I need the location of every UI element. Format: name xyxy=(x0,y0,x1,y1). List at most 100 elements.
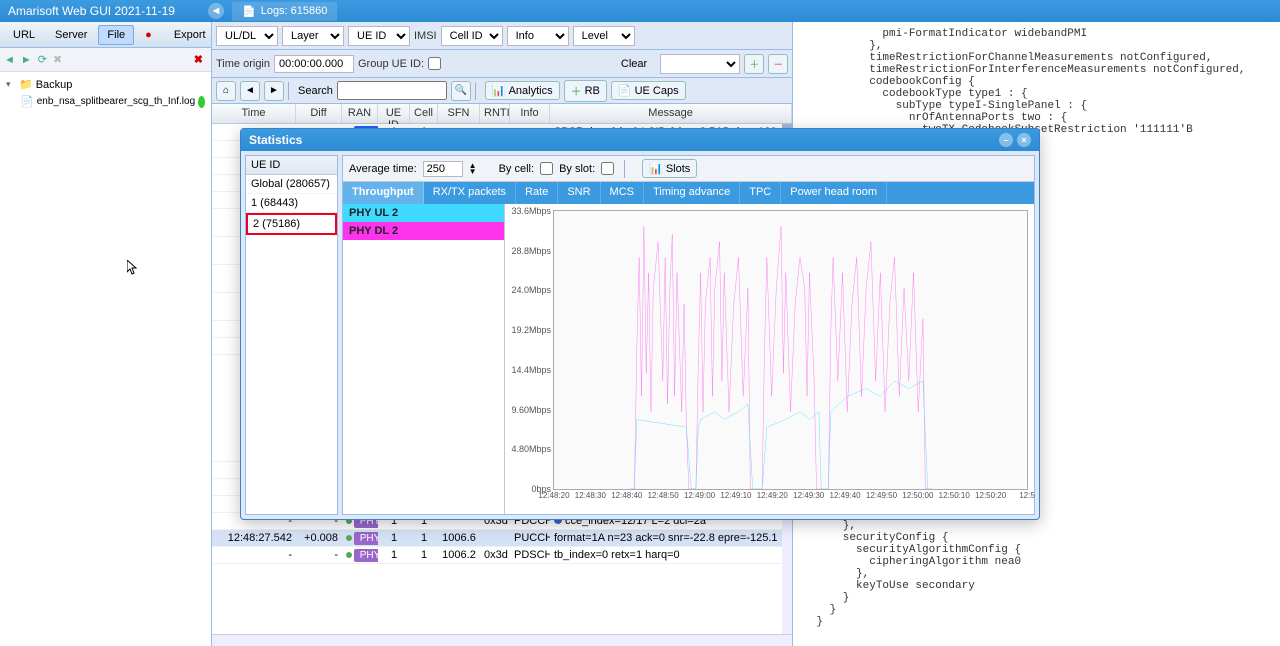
nav-fwd-icon[interactable]: ► xyxy=(21,54,32,66)
info-select[interactable]: Info xyxy=(507,26,569,46)
statistics-right: Average time: ▲▼ By cell: By slot: 📊Slot… xyxy=(342,155,1035,515)
cursor-icon xyxy=(127,260,139,276)
col-cell[interactable]: Cell xyxy=(410,104,438,123)
col-ueid[interactable]: UE ID xyxy=(378,104,410,123)
col-msg[interactable]: Message xyxy=(550,104,792,123)
stats-tab[interactable]: Throughput xyxy=(343,182,424,204)
app-header: Amarisoft Web GUI 2021-11-19 ◄ 📄 Logs: 6… xyxy=(0,0,1280,22)
stats-tab[interactable]: Rate xyxy=(516,182,558,204)
next-icon[interactable]: ► xyxy=(264,81,284,101)
file-button[interactable]: File xyxy=(98,25,134,45)
tree-file-log[interactable]: 📄 enb_nsa_splitbearer_scg_th_Inf.log xyxy=(2,93,209,110)
server-button[interactable]: Server xyxy=(46,25,96,45)
statistics-title: Statistics xyxy=(249,133,302,147)
col-time[interactable]: Time xyxy=(212,104,296,123)
search-button-icon[interactable]: 🔍 xyxy=(451,81,471,101)
stats-tab[interactable]: SNR xyxy=(558,182,600,204)
h-scrollbar[interactable] xyxy=(212,634,792,646)
stop-icon[interactable]: ✖ xyxy=(53,53,62,66)
x-axis-label: 12:50:10 xyxy=(939,489,970,500)
stats-tab[interactable]: Timing advance xyxy=(644,182,740,204)
prev-icon[interactable]: ◄ xyxy=(240,81,260,101)
x-axis-label: 12:5 xyxy=(1019,489,1035,500)
logs-tab[interactable]: 📄 Logs: 615860 xyxy=(232,2,337,21)
x-axis-label: 12:49:50 xyxy=(866,489,897,500)
clear-button[interactable]: Clear xyxy=(612,54,656,74)
nav-back-icon[interactable]: ◄ xyxy=(4,54,15,66)
filter-row-1: UL/DL Layer UE ID IMSI Cell ID Info Leve… xyxy=(212,22,792,50)
filter-row-2: Time origin Group UE ID: Clear ＋ － xyxy=(212,50,792,78)
ueid-item[interactable]: 1 (68443) xyxy=(246,194,337,213)
throughput-chart[interactable]: 33.6Mbps28.8Mbps24.0Mbps19.2Mbps14.4Mbps… xyxy=(553,210,1028,490)
col-info[interactable]: Info xyxy=(510,104,550,123)
ueid-select[interactable]: UE ID xyxy=(348,26,410,46)
analytics-button[interactable]: 📊Analytics xyxy=(485,81,560,100)
time-origin-input[interactable] xyxy=(274,55,354,73)
status-ok-icon xyxy=(198,96,205,108)
x-axis-label: 12:49:10 xyxy=(720,489,751,500)
tree-folder-backup[interactable]: ▾ 📁 Backup xyxy=(2,76,209,93)
url-button[interactable]: URL xyxy=(4,25,44,45)
y-axis-label: 4.80Mbps xyxy=(511,444,554,454)
add-filter-icon[interactable]: ＋ xyxy=(744,54,764,74)
statistics-titlebar[interactable]: Statistics – × xyxy=(241,129,1039,151)
stats-tab[interactable]: RX/TX packets xyxy=(424,182,516,204)
stats-tab[interactable]: MCS xyxy=(601,182,644,204)
file-tree: ▾ 📁 Backup 📄 enb_nsa_splitbearer_scg_th_… xyxy=(0,72,211,114)
avg-time-input[interactable] xyxy=(423,161,463,177)
x-axis-label: 12:48:20 xyxy=(538,489,569,500)
stats-tab[interactable]: TPC xyxy=(740,182,781,204)
level-select[interactable]: Level xyxy=(573,26,635,46)
remove-filter-icon[interactable]: － xyxy=(768,54,788,74)
slots-button[interactable]: 📊Slots xyxy=(642,159,697,178)
expand-icon[interactable]: ▾ xyxy=(6,79,16,90)
chart-icon: 📊 xyxy=(492,84,506,97)
document-icon: 📄 xyxy=(20,95,34,108)
group-ueid-label: Group UE ID: xyxy=(358,58,424,70)
close-window-icon[interactable]: × xyxy=(1017,133,1031,147)
series-list: PHY UL 2PHY DL 2 xyxy=(343,204,505,514)
y-axis-label: 14.4Mbps xyxy=(511,365,554,375)
clear-select[interactable] xyxy=(660,54,740,74)
table-row[interactable]: --PHY111006.20x3dPDSCHtb_index=0 retx=1 … xyxy=(212,547,792,564)
col-sfn[interactable]: SFN xyxy=(438,104,480,123)
x-axis-label: 12:48:40 xyxy=(611,489,642,500)
spinner-icon[interactable]: ▲▼ xyxy=(469,163,477,175)
table-header: Time Diff RAN UE ID Cell SFN RNTI Info M… xyxy=(212,104,792,124)
bar-chart-icon: 📊 xyxy=(649,162,663,175)
x-axis-label: 12:50:20 xyxy=(975,489,1006,500)
x-axis-label: 12:49:20 xyxy=(757,489,788,500)
ueid-header: UE ID xyxy=(246,156,337,175)
export-button[interactable]: Export xyxy=(165,25,215,45)
x-axis-label: 12:49:40 xyxy=(829,489,860,500)
y-axis-label: 28.8Mbps xyxy=(511,246,554,256)
ueid-item[interactable]: Global (280657) xyxy=(246,175,337,194)
group-ueid-checkbox[interactable] xyxy=(428,57,441,70)
cellid-select[interactable]: Cell ID xyxy=(441,26,503,46)
col-rnti[interactable]: RNTI xyxy=(480,104,510,123)
time-origin-label: Time origin xyxy=(216,58,270,70)
layer-select[interactable]: Layer xyxy=(282,26,344,46)
close-icon[interactable]: ✖ xyxy=(190,53,207,66)
logs-tab-label: Logs: 615860 xyxy=(261,5,328,17)
ueid-item[interactable]: 2 (75186) xyxy=(246,213,337,235)
rb-button[interactable]: ＋RB xyxy=(564,80,607,102)
minimize-icon[interactable]: – xyxy=(999,133,1013,147)
home-icon[interactable]: ⌂ xyxy=(216,81,236,101)
reload-icon[interactable]: ⟳ xyxy=(38,53,47,66)
col-ran[interactable]: RAN xyxy=(342,104,378,123)
col-diff[interactable]: Diff xyxy=(296,104,342,123)
series-item[interactable]: PHY UL 2 xyxy=(343,204,504,222)
sidebar-collapse-button[interactable]: ◄ xyxy=(208,3,224,19)
stats-toolbar: Average time: ▲▼ By cell: By slot: 📊Slot… xyxy=(343,156,1034,182)
table-row[interactable]: 12:48:27.542+0.008PHY111006.6PUCCHformat… xyxy=(212,530,792,547)
alert-icon[interactable]: ● xyxy=(136,25,161,45)
series-item[interactable]: PHY DL 2 xyxy=(343,222,504,240)
stats-tab[interactable]: Power head room xyxy=(781,182,887,204)
plus-icon: ＋ xyxy=(571,83,582,99)
search-input[interactable] xyxy=(337,81,447,100)
uldl-select[interactable]: UL/DL xyxy=(216,26,278,46)
uecaps-button[interactable]: 📄UE Caps xyxy=(611,81,686,100)
byslot-checkbox[interactable] xyxy=(601,162,614,175)
bycell-checkbox[interactable] xyxy=(540,162,553,175)
